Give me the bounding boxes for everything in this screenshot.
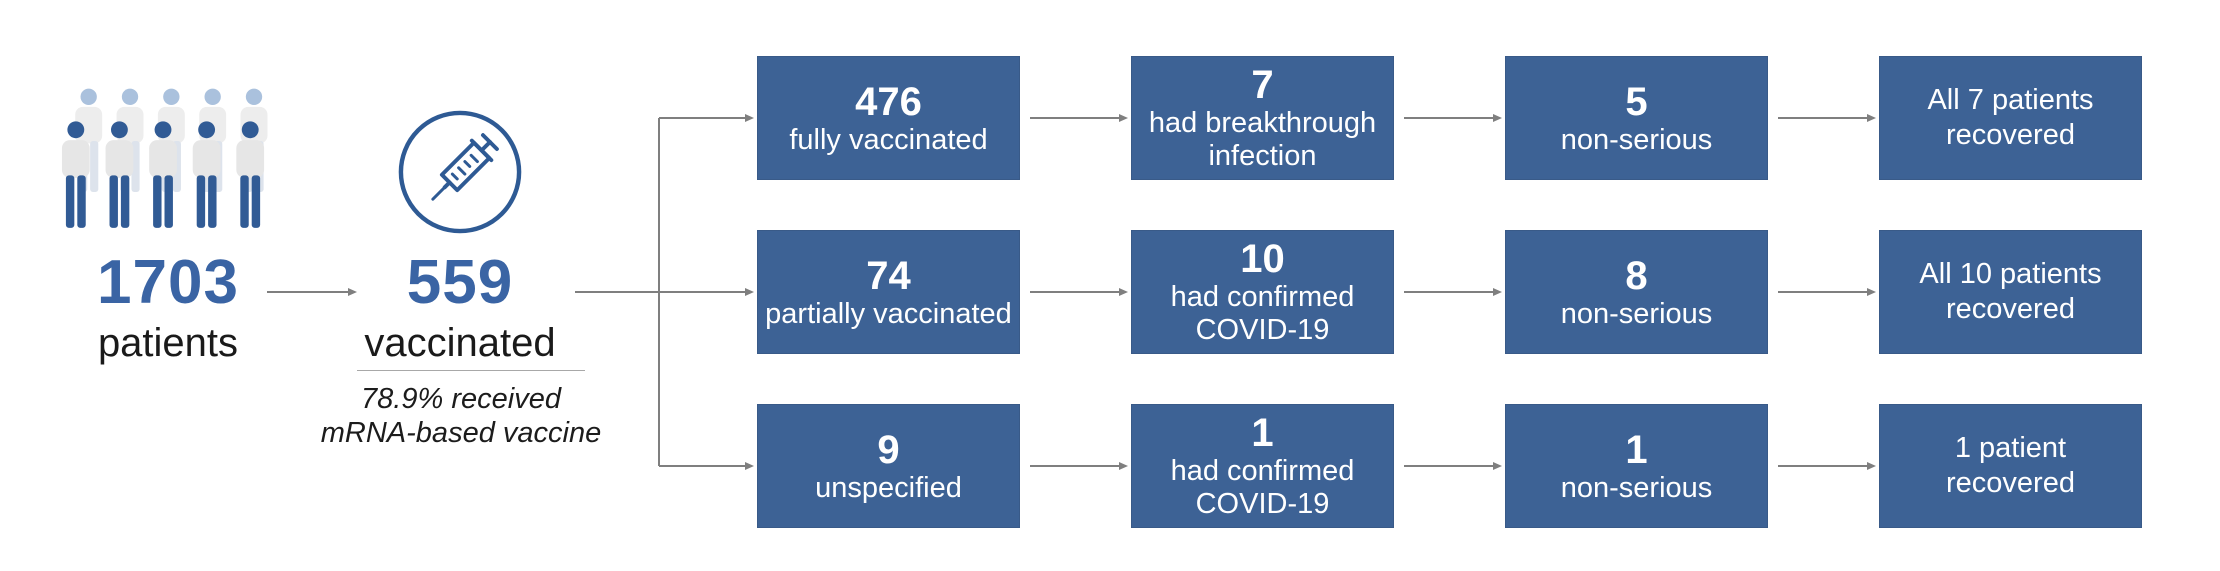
flow-box-r3-c2: 1 had confirmed COVID-19 [1131,404,1394,528]
box-label: non-serious [1560,297,1713,330]
box-label: All 10 patients recovered [1919,258,2102,325]
vaccinated-count: 559 [406,248,514,317]
flow-box-r1-c1: 476 fully vaccinated [757,56,1020,180]
box-label: had confirmed COVID-19 [1170,455,1355,520]
box-number: 10 [1240,237,1285,281]
vaccinated-note-divider [357,370,585,371]
flow-box-r3-c4: 1 patient recovered [1879,404,2142,528]
people-group-icon [61,88,268,228]
box-label: non-serious [1560,471,1713,504]
flow-box-r1-c3: 5 non-serious [1505,56,1768,180]
box-number: 1 [1251,411,1274,455]
box-number: 74 [866,253,911,298]
box-label: partially vaccinated [765,297,1012,330]
box-label: fully vaccinated [789,123,988,156]
flow-box-r3-c3: 1 non-serious [1505,404,1768,528]
flow-box-r1-c2: 7 had breakthrough infection [1131,56,1394,180]
flow-box-r1-c4: All 7 patients recovered [1879,56,2142,180]
box-number: 7 [1251,63,1274,107]
flow-box-r2-c3: 8 non-serious [1505,230,1768,354]
box-label: 1 patient recovered [1946,432,2075,499]
patients-label: patients [97,321,239,365]
box-number: 8 [1625,253,1648,298]
box-number: 9 [877,427,900,472]
flow-box-r2-c4: All 10 patients recovered [1879,230,2142,354]
box-label: unspecified [815,471,962,504]
box-number: 5 [1625,79,1648,124]
box-label: had confirmed COVID-19 [1170,281,1355,346]
box-label: had breakthrough infection [1148,107,1377,172]
patients-count: 1703 [97,248,239,317]
box-number: 1 [1625,427,1648,472]
flow-box-r2-c2: 10 had confirmed COVID-19 [1131,230,1394,354]
box-label: non-serious [1560,123,1713,156]
flow-box-r3-c1: 9 unspecified [757,404,1020,528]
vaccinated-label: vaccinated [364,321,556,365]
syringe-icon [398,110,522,234]
flow-box-r2-c1: 74 partially vaccinated [757,230,1020,354]
box-number: 476 [855,79,922,124]
vaccine-note: 78.9% received mRNA-based vaccine [320,383,602,449]
box-label: All 7 patients recovered [1927,84,2094,151]
